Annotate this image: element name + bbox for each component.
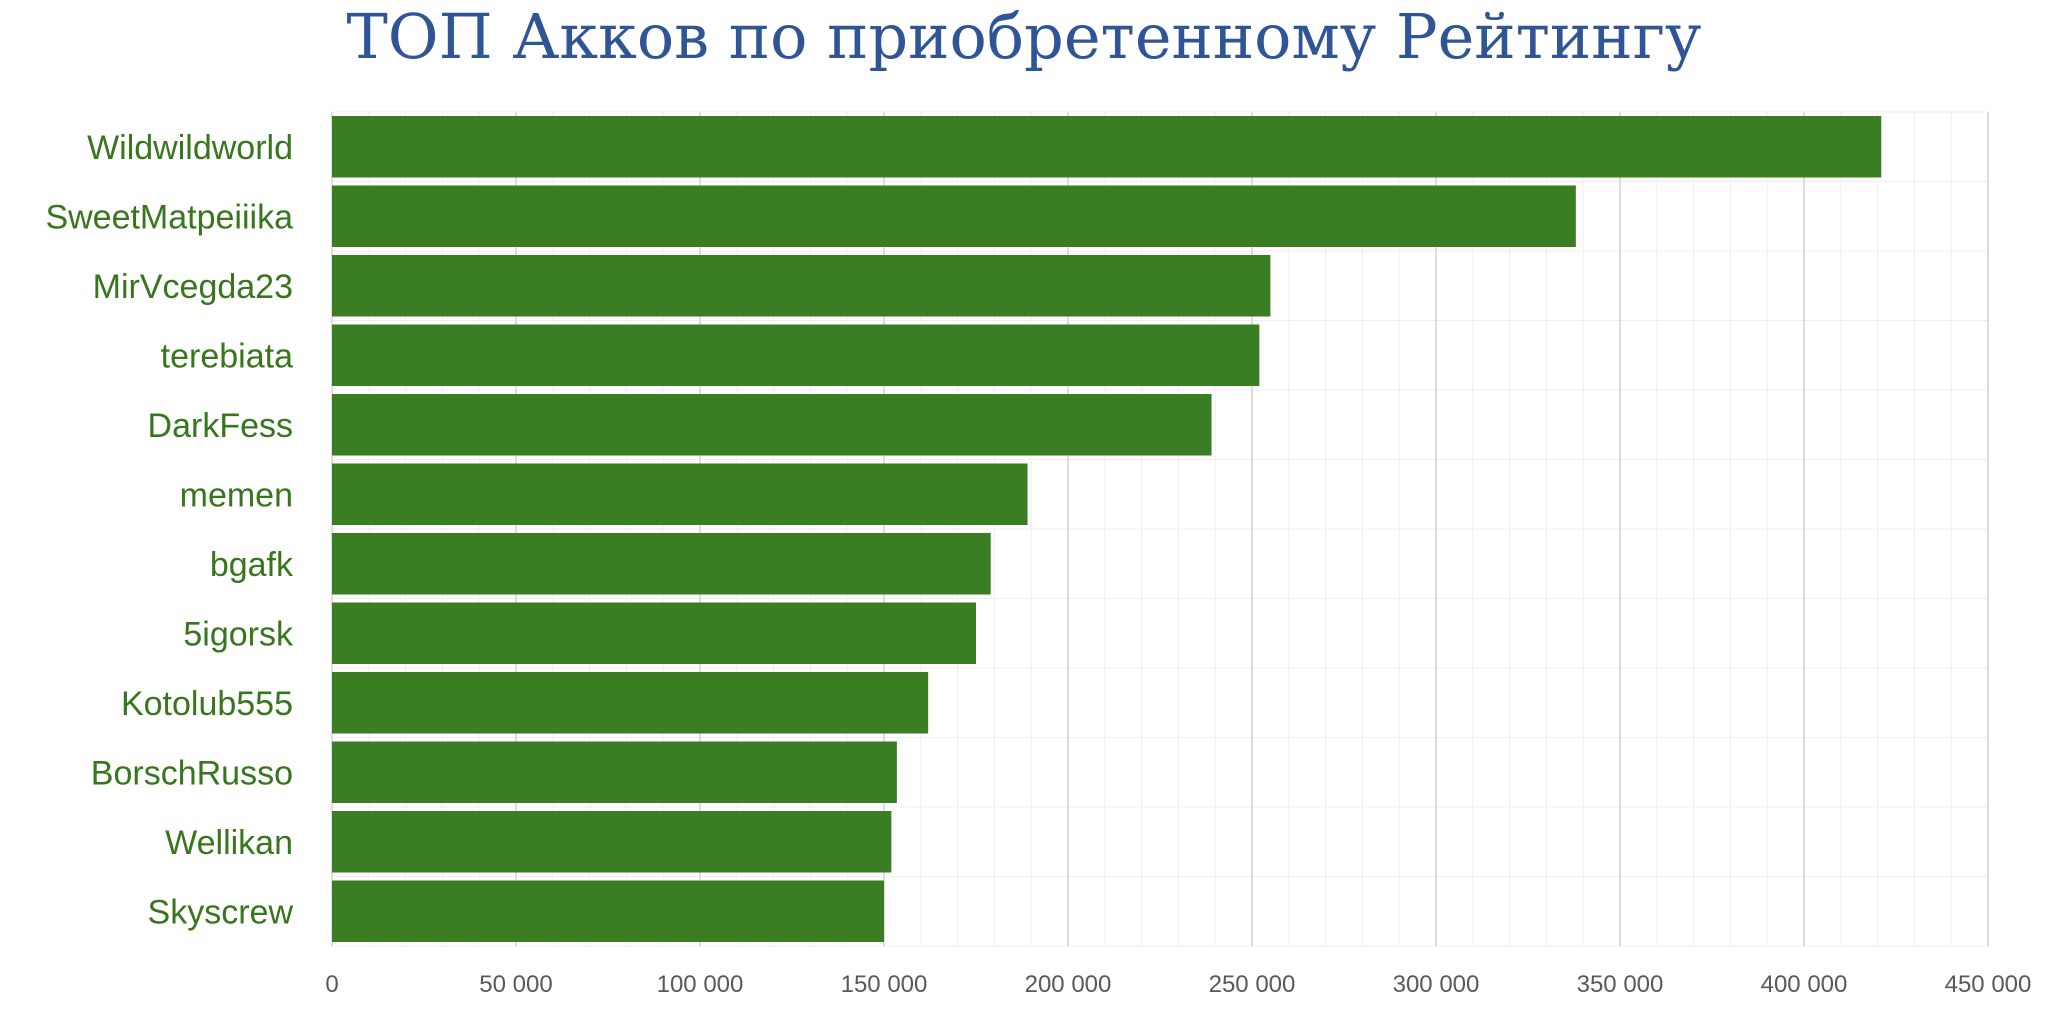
x-tick-label: 300 000: [1393, 971, 1480, 998]
x-tick-label: 50 000: [479, 971, 552, 998]
x-tick-label: 100 000: [657, 971, 744, 998]
bar: [332, 185, 1576, 247]
category-label: Wildwildworld: [87, 129, 293, 167]
category-label: MirVcegda23: [93, 268, 293, 306]
category-label: SweetMatpeiiika: [45, 198, 293, 236]
category-label: BorschRusso: [91, 754, 293, 792]
x-tick-label: 400 000: [1761, 971, 1848, 998]
bar: [332, 255, 1271, 317]
bar: [332, 880, 884, 942]
bar: [332, 463, 1028, 525]
x-axis-tick-labels: 0 50 000 100 000 150 000 200 000 250 000 300 0…: [325, 971, 2031, 998]
x-tick-label: 450 000: [1945, 971, 2032, 998]
bar: [332, 602, 976, 664]
bar: [332, 116, 1882, 178]
x-tick-label: 350 000: [1577, 971, 1664, 998]
category-label: Kotolub555: [121, 685, 293, 723]
bar: [332, 533, 991, 595]
category-label: memen: [180, 476, 293, 514]
category-label: Wellikan: [165, 824, 293, 862]
bar: [332, 811, 892, 873]
x-tick-label: 0: [325, 971, 338, 998]
category-label: DarkFess: [148, 407, 293, 445]
category-label: bgafk: [210, 546, 294, 584]
bars: [332, 116, 1882, 942]
bar: [332, 324, 1260, 386]
category-label: 5igorsk: [183, 615, 294, 653]
x-tick-label: 250 000: [1209, 971, 1296, 998]
bar: [332, 672, 929, 734]
category-label: terebiata: [161, 337, 293, 375]
bar: [332, 741, 897, 803]
category-labels: Wildwildworld SweetMatpeiiika MirVcegda23 t…: [45, 129, 294, 932]
category-label: Skyscrew: [148, 893, 294, 931]
x-tick-label: 200 000: [1025, 971, 1112, 998]
chart-title: ТОП Акков по приобретенному Рейтингу: [346, 0, 1701, 73]
bar: [332, 394, 1212, 456]
x-tick-label: 150 000: [841, 971, 928, 998]
grid: [331, 111, 1989, 947]
